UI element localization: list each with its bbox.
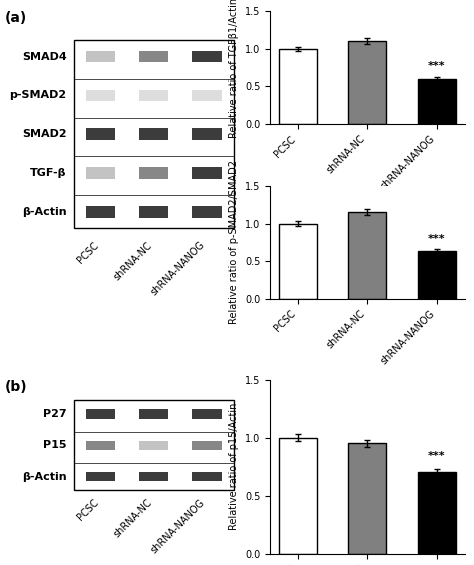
Bar: [86, 206, 115, 218]
Text: ***: ***: [428, 62, 446, 71]
Bar: [139, 128, 168, 140]
Bar: [279, 49, 317, 124]
Text: PCSC: PCSC: [75, 497, 100, 522]
Text: SMAD4: SMAD4: [22, 51, 67, 62]
Text: (b): (b): [5, 380, 27, 393]
Text: (a): (a): [5, 11, 27, 25]
Bar: [279, 224, 317, 299]
Text: shRNA-NANOG: shRNA-NANOG: [149, 497, 207, 555]
Bar: [418, 79, 456, 124]
Bar: [86, 90, 115, 101]
Bar: [139, 472, 168, 481]
Text: shRNA-NC: shRNA-NC: [111, 497, 154, 539]
Bar: [86, 441, 115, 450]
Text: shRNA-NC: shRNA-NC: [111, 240, 154, 282]
Bar: [139, 206, 168, 218]
Bar: [192, 441, 222, 450]
Text: SMAD2: SMAD2: [22, 129, 67, 139]
Text: shRNA-NANOG: shRNA-NANOG: [149, 240, 207, 298]
Bar: [192, 409, 222, 419]
Bar: [192, 472, 222, 481]
Text: P27: P27: [43, 409, 67, 419]
Bar: [139, 51, 168, 62]
Bar: [192, 206, 222, 218]
Y-axis label: Relative ratio of TGFβ1/Actin: Relative ratio of TGFβ1/Actin: [229, 0, 239, 138]
Bar: [73, 40, 234, 228]
Bar: [418, 472, 456, 554]
Text: P15: P15: [43, 440, 67, 450]
Bar: [86, 472, 115, 481]
Y-axis label: Relative ratio of p-SMAD2/SMAD2: Relative ratio of p-SMAD2/SMAD2: [229, 160, 239, 324]
Bar: [139, 90, 168, 101]
Text: ***: ***: [428, 234, 446, 244]
Bar: [86, 409, 115, 419]
Text: ***: ***: [428, 451, 446, 461]
Text: p-SMAD2: p-SMAD2: [9, 90, 67, 101]
Bar: [139, 409, 168, 419]
Bar: [73, 401, 234, 490]
Bar: [418, 251, 456, 299]
Bar: [348, 212, 386, 299]
Y-axis label: Relative ratio of p15/Actin: Relative ratio of p15/Actin: [229, 403, 239, 531]
Text: PCSC: PCSC: [75, 240, 100, 265]
Bar: [192, 51, 222, 62]
Bar: [139, 441, 168, 450]
Text: TGF-β: TGF-β: [30, 168, 67, 178]
Bar: [279, 437, 317, 554]
Bar: [348, 41, 386, 124]
Text: β-Actin: β-Actin: [22, 207, 67, 217]
Bar: [86, 51, 115, 62]
Bar: [192, 128, 222, 140]
Bar: [86, 167, 115, 179]
Bar: [86, 128, 115, 140]
Text: β-Actin: β-Actin: [22, 472, 67, 481]
Bar: [348, 444, 386, 554]
Bar: [192, 90, 222, 101]
Bar: [192, 167, 222, 179]
Bar: [139, 167, 168, 179]
